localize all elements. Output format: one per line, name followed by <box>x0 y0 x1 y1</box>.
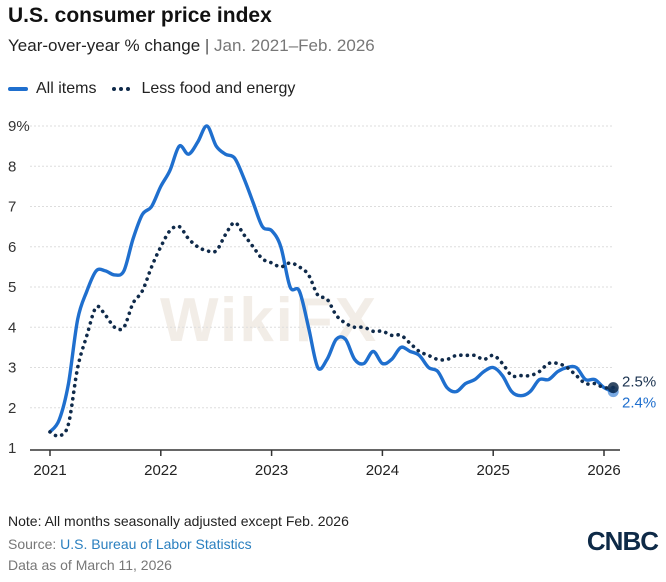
footer-source: Source: U.S. Bureau of Labor Statistics <box>8 536 252 552</box>
series-line-all-items <box>48 124 615 434</box>
x-tick-label-2025: 2025 <box>477 462 510 479</box>
subtitle-range: Jan. 2021–Feb. 2026 <box>214 36 375 55</box>
y-tick-label-3: 3 <box>8 360 16 377</box>
chart-series <box>48 124 615 438</box>
footer-as-of: Data as of March 11, 2026 <box>8 557 172 573</box>
x-tick-label-2021: 2021 <box>33 462 66 479</box>
x-axis: 2021 2022 2023 2024 2025 2026 <box>30 449 621 479</box>
subtitle-main: Year-over-year % change <box>8 36 201 55</box>
end-marker-core <box>607 382 619 394</box>
line-chart: 1 2 3 4 5 6 7 8 9% 2021 2022 2023 2024 2025 2026 2.4%… <box>8 118 656 479</box>
x-tick-label-2024: 2024 <box>366 462 399 479</box>
subtitle-separator: | <box>204 36 210 55</box>
end-label-core: 2.5% <box>622 374 656 391</box>
legend-swatch-dotted <box>112 87 133 91</box>
footer-note: Note: All months seasonally adjusted exc… <box>8 513 349 529</box>
y-tick-label-8: 8 <box>8 158 16 175</box>
legend-label-core: Less food and energy <box>141 80 296 97</box>
chart-subtitle: Year-over-year % change | Jan. 2021–Feb.… <box>8 36 375 56</box>
x-tick-label-2022: 2022 <box>144 462 177 479</box>
chart-legend: All items Less food and energy <box>8 80 311 98</box>
y-axis-ticks: 1 2 3 4 5 6 7 8 9% <box>8 118 30 457</box>
chart-title: U.S. consumer price index <box>8 4 272 27</box>
source-label: Source: <box>8 536 57 552</box>
y-tick-label-1: 1 <box>8 440 16 457</box>
chart-grid <box>30 125 612 409</box>
source-link[interactable]: U.S. Bureau of Labor Statistics <box>60 536 252 552</box>
watermark-logo: WikiFX <box>160 286 379 355</box>
end-labels: 2.4% 2.5% <box>607 374 656 412</box>
y-tick-label-2: 2 <box>8 400 16 417</box>
legend-item-all-items: All items <box>8 80 96 98</box>
y-tick-label-6: 6 <box>8 239 16 256</box>
legend-item-core: Less food and energy <box>112 80 295 98</box>
y-tick-label-4: 4 <box>8 319 16 336</box>
y-tick-label-7: 7 <box>8 199 16 216</box>
y-tick-label-9: 9% <box>8 118 30 135</box>
end-label-all-items: 2.4% <box>622 395 656 412</box>
series-line-less-food-and-energy <box>48 220 615 438</box>
x-tick-label-2026: 2026 <box>587 462 620 479</box>
y-tick-label-5: 5 <box>8 279 16 296</box>
legend-swatch-solid <box>8 87 28 91</box>
legend-label-all-items: All items <box>36 80 97 97</box>
cnbc-logo: CNBC <box>586 526 659 556</box>
x-tick-label-2023: 2023 <box>255 462 288 479</box>
